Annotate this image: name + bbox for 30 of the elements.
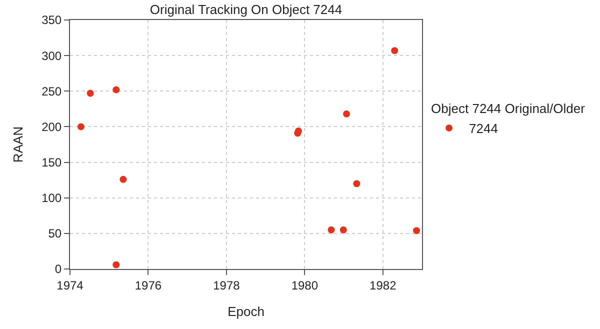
x-axis-title: Epoch xyxy=(228,304,264,319)
point xyxy=(112,86,120,94)
point xyxy=(391,47,398,54)
point xyxy=(353,180,360,188)
point xyxy=(120,176,127,183)
y-tick-label: 50 xyxy=(48,226,62,241)
y-tick-label: 200 xyxy=(42,120,62,134)
x-tick-label: 1980 xyxy=(291,278,318,292)
x-tick-label: 1976 xyxy=(134,278,162,292)
y-tick-label: 0 xyxy=(54,262,62,276)
point xyxy=(86,90,94,97)
y-axis-title: RAAN xyxy=(10,126,26,163)
chart-title: Original Tracking On Object 7244 xyxy=(150,2,342,18)
point xyxy=(328,226,335,234)
legend-label: 7244 xyxy=(469,121,498,136)
y-tick-label: 300 xyxy=(42,48,62,63)
y-tick-label: 150 xyxy=(42,155,62,170)
point xyxy=(112,261,120,268)
point xyxy=(340,226,347,234)
y-tick-label: 350 xyxy=(42,13,62,28)
x-tick-label: 1982 xyxy=(370,278,397,292)
legend-title: Object 7244 Original/Older xyxy=(431,101,586,116)
x-tick-label: 1974 xyxy=(56,278,84,292)
y-tick-label: 250 xyxy=(42,84,62,98)
point xyxy=(343,110,350,118)
point xyxy=(294,127,302,134)
y-tick-label: 100 xyxy=(42,191,62,206)
x-tick-label: 1978 xyxy=(213,278,240,292)
point xyxy=(413,227,420,234)
point xyxy=(77,123,84,130)
